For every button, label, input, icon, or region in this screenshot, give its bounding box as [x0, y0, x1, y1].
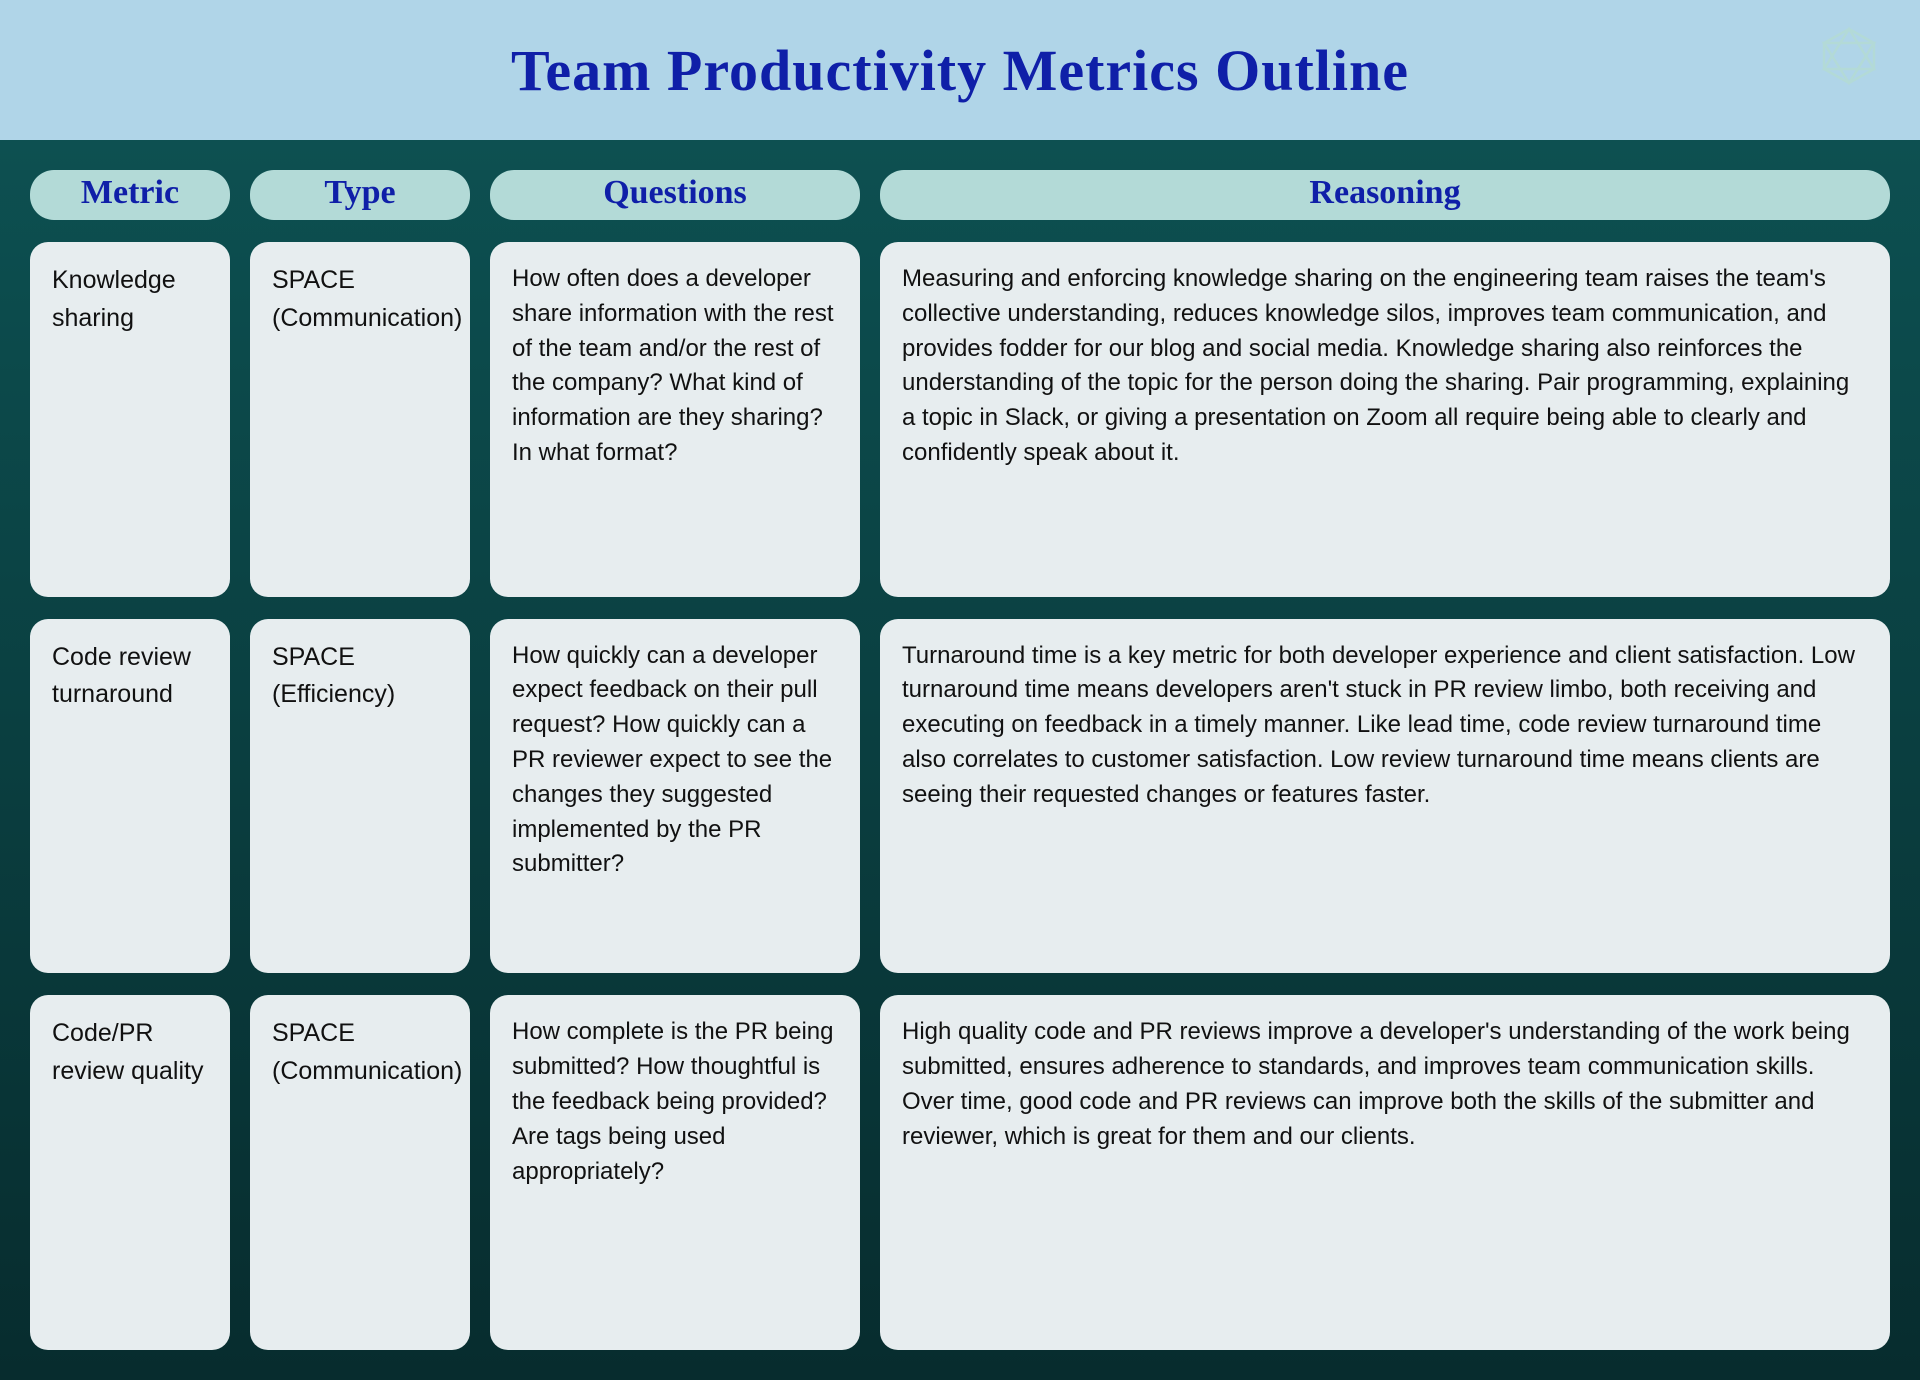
column-header-metric: Metric [30, 170, 230, 220]
cell-metric: Code/PR review quality [30, 995, 230, 1350]
table-row: Code/PR review quality SPACE (Communicat… [30, 995, 1890, 1350]
cell-type: SPACE (Efficiency) [250, 619, 470, 974]
cell-questions: How quickly can a developer expect feedb… [490, 619, 860, 974]
cell-metric: Code review turnaround [30, 619, 230, 974]
cell-type: SPACE (Communication) [250, 242, 470, 597]
page-header: Team Productivity Metrics Outline [0, 0, 1920, 140]
table-row: Knowledge sharing SPACE (Communication) … [30, 242, 1890, 597]
cell-reasoning: Measuring and enforcing knowledge sharin… [880, 242, 1890, 597]
table-row: Code review turnaround SPACE (Efficiency… [30, 619, 1890, 974]
rows-container: Knowledge sharing SPACE (Communication) … [30, 242, 1890, 1350]
cell-questions: How often does a developer share informa… [490, 242, 860, 597]
column-headers-row: Metric Type Questions Reasoning [30, 170, 1890, 220]
cell-type: SPACE (Communication) [250, 995, 470, 1350]
page-title: Team Productivity Metrics Outline [511, 37, 1409, 104]
cell-questions: How complete is the PR being submitted? … [490, 995, 860, 1350]
column-header-type: Type [250, 170, 470, 220]
column-header-questions: Questions [490, 170, 860, 220]
cell-reasoning: High quality code and PR reviews improve… [880, 995, 1890, 1350]
cell-reasoning: Turnaround time is a key metric for both… [880, 619, 1890, 974]
body-area: Metric Type Questions Reasoning Knowledg… [0, 140, 1920, 1380]
column-header-reasoning: Reasoning [880, 170, 1890, 220]
logo-icon [1818, 25, 1880, 92]
cell-metric: Knowledge sharing [30, 242, 230, 597]
page: Team Productivity Metrics Outline Metric… [0, 0, 1920, 1380]
